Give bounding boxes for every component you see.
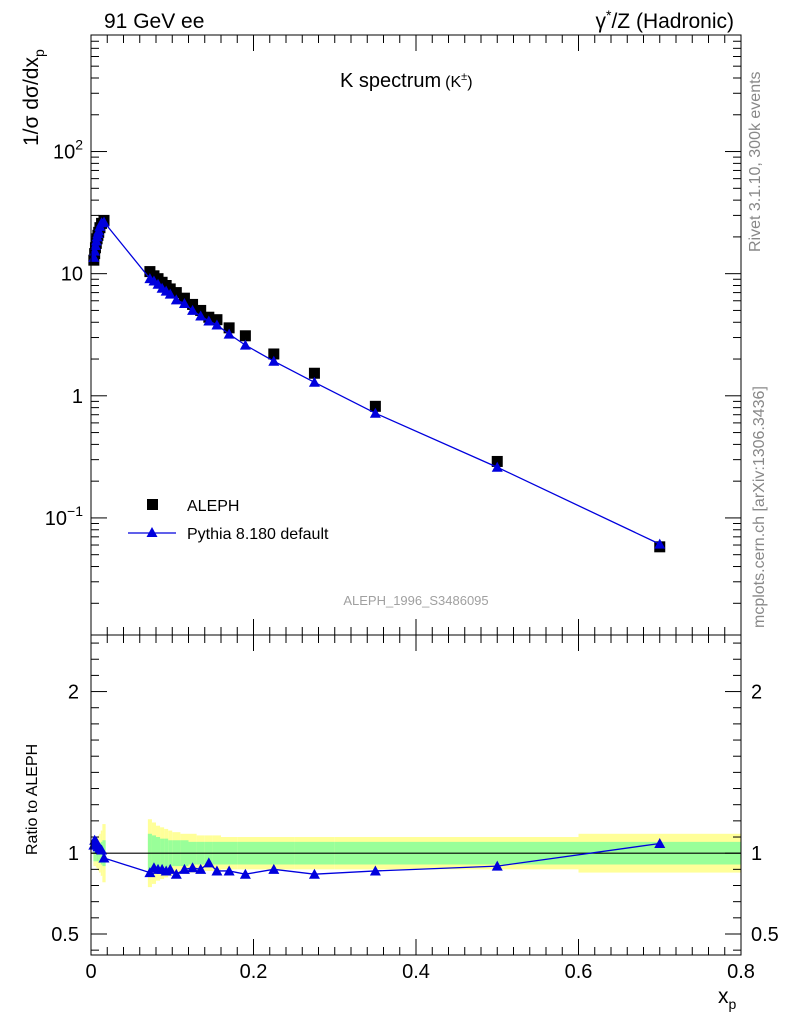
top-panel-frame bbox=[90, 34, 742, 636]
pythia-ratio-point bbox=[187, 862, 199, 873]
x-tick-label: 0.8 bbox=[727, 961, 755, 983]
legend-label-aleph: ALEPH bbox=[187, 498, 239, 515]
aleph-data-point bbox=[223, 322, 235, 334]
aleph-data-point bbox=[239, 330, 251, 342]
y-tick-label: 10−1 bbox=[45, 503, 83, 530]
pythia-ratio-point bbox=[654, 837, 666, 848]
ratio-y-tick-label-right: 2 bbox=[751, 682, 762, 704]
y-axis-label-sub: p bbox=[31, 49, 47, 57]
x-axis-label: xp bbox=[718, 985, 737, 1012]
pythia-data-point bbox=[239, 339, 251, 350]
legend-label-pythia: Pythia 8.180 default bbox=[187, 526, 329, 543]
pythia-ratio-point bbox=[491, 860, 503, 871]
pythia-ratio-point bbox=[239, 868, 251, 879]
y-tick-label-exp: −1 bbox=[67, 503, 83, 519]
pythia-data-point bbox=[369, 407, 381, 418]
aleph-data-point bbox=[170, 287, 182, 299]
pythia-data-point bbox=[223, 328, 235, 339]
pythia-data-point bbox=[654, 538, 666, 549]
y-axis-label: 1/σ dσ/dxp bbox=[20, 49, 47, 146]
ratio-y-tick-label-right: 1 bbox=[751, 843, 762, 865]
pythia-ratio-point bbox=[268, 863, 280, 874]
aleph-data-point bbox=[187, 298, 199, 310]
y-tick-label: 102 bbox=[53, 137, 83, 164]
ratio-y-axis-label: Ratio to ALEPH bbox=[24, 744, 41, 855]
pythia-data-point bbox=[203, 315, 215, 326]
ratio-y-tick-label-left: 1 bbox=[68, 843, 79, 865]
plot-title-main: K spectrum bbox=[340, 70, 441, 92]
header-right-greek: γ bbox=[596, 10, 607, 33]
y-tick-label-base: 10 bbox=[45, 508, 67, 530]
aleph-data-point bbox=[369, 400, 381, 412]
plot-title-sub-close: ) bbox=[467, 74, 472, 91]
pythia-ratio-point bbox=[308, 868, 320, 879]
pythia-data-point bbox=[178, 297, 190, 308]
y-tick-label-base: 10 bbox=[53, 142, 75, 164]
pythia-ratio-point bbox=[203, 857, 215, 868]
pythia-ratio-point bbox=[195, 863, 207, 874]
header-right: γ*/Z (Hadronic) bbox=[596, 7, 734, 33]
pythia-ratio-point bbox=[369, 865, 381, 876]
y-tick-label-exp: 2 bbox=[75, 137, 83, 153]
header-right-sup: * bbox=[606, 7, 612, 23]
y-axis-label-main: 1/σ dσ/dx bbox=[20, 57, 43, 146]
ratio-y-tick-label-left: 2 bbox=[68, 682, 79, 704]
aleph-data-point bbox=[308, 367, 320, 379]
pythia-data-point bbox=[187, 304, 199, 315]
y-tick-label: 10 bbox=[61, 264, 83, 286]
pythia-data-point bbox=[170, 294, 182, 305]
header-right-rest: /Z (Hadronic) bbox=[611, 10, 734, 33]
x-axis-label-sub: p bbox=[729, 996, 737, 1012]
pythia-data-point bbox=[211, 319, 223, 330]
legend: ALEPH Pythia 8.180 default bbox=[128, 498, 329, 543]
pythia-ratio-point bbox=[164, 863, 176, 874]
pythia-ratio-point bbox=[178, 863, 190, 874]
pythia-data-point bbox=[491, 461, 503, 472]
top-panel-series bbox=[88, 214, 666, 553]
x-tick-label: 0.4 bbox=[402, 961, 430, 983]
pythia-ratio-point bbox=[223, 865, 235, 876]
x-tick-label: 0.2 bbox=[240, 961, 268, 983]
plot-title: K spectrum (K±) bbox=[340, 70, 473, 92]
pythia-data-point bbox=[195, 310, 207, 321]
ratio-y-tick-label-right: 0.5 bbox=[751, 924, 779, 946]
x-tick-label: 0 bbox=[85, 961, 96, 983]
pythia-ratio-point bbox=[170, 868, 182, 879]
pythia-ratio-point bbox=[211, 865, 223, 876]
pythia-data-point bbox=[308, 376, 320, 387]
aleph-data-point bbox=[268, 348, 280, 360]
x-tick-label: 0.6 bbox=[565, 961, 593, 983]
pythia-line bbox=[93, 221, 661, 545]
pythia-data-point bbox=[164, 288, 176, 299]
ratio-y-tick-label-left: 0.5 bbox=[51, 924, 79, 946]
mcplots-label: mcplots.cern.ch [arXiv:1306.3436] bbox=[751, 386, 768, 628]
pythia-ratio-point bbox=[98, 852, 110, 863]
pythia-data-point bbox=[98, 216, 110, 227]
legend-marker-pythia bbox=[146, 527, 158, 537]
plot-title-sub-sup: ± bbox=[461, 71, 467, 83]
aleph-data-point bbox=[491, 455, 503, 467]
ratio-panel-frame bbox=[90, 634, 742, 956]
ratio-panel-ticks: 0.5 0.5 1 1 2 2 0 0.2 0.4 0.6 0.8 bbox=[51, 635, 779, 983]
pythia-data-point bbox=[268, 355, 280, 366]
pythia-ratio-point bbox=[96, 844, 108, 855]
pythia-data-point bbox=[89, 245, 101, 256]
ratio-panel-series bbox=[88, 834, 666, 879]
aleph-data-point bbox=[195, 304, 207, 316]
legend-marker-aleph bbox=[147, 499, 158, 510]
rivet-label: Rivet 3.1.10, 300k events bbox=[747, 71, 764, 252]
plot-title-sub-open: (K bbox=[445, 74, 461, 91]
header-left: 91 GeV ee bbox=[104, 10, 204, 33]
x-axis-label-main: x bbox=[718, 985, 729, 1008]
analysis-watermark: ALEPH_1996_S3486095 bbox=[343, 593, 488, 608]
y-tick-label: 1 bbox=[72, 386, 83, 408]
